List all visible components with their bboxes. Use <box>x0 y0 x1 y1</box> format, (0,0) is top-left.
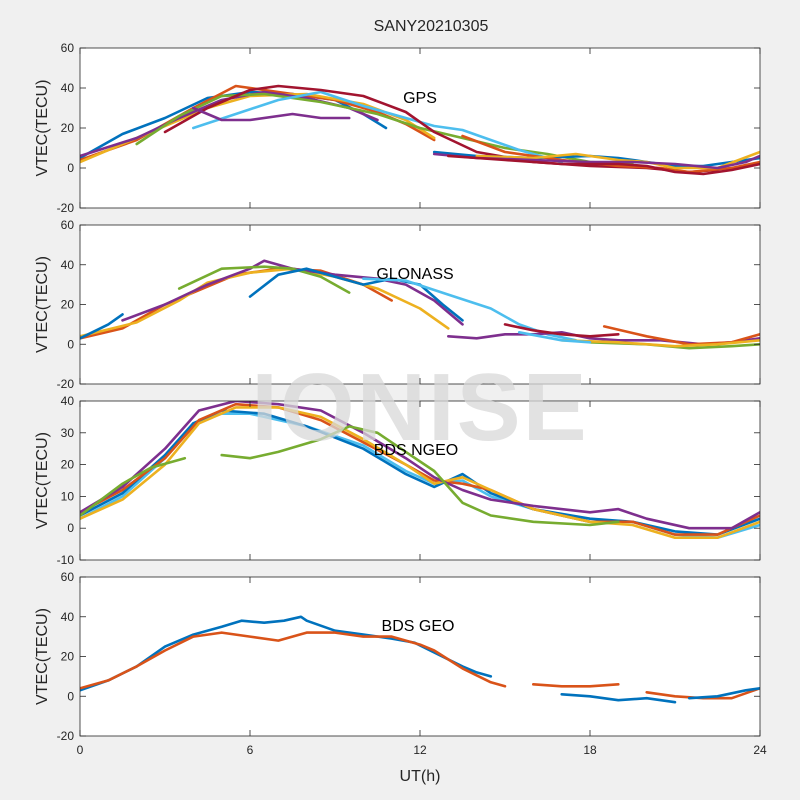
series-line-10 <box>461 134 760 174</box>
y-axis-label: VTEC(TECU) <box>34 608 51 705</box>
y-tick-label: 20 <box>61 458 75 472</box>
series-line-6 <box>192 90 563 164</box>
y-tick-label: 0 <box>67 337 74 351</box>
series-line-6 <box>687 687 760 700</box>
series-line-8 <box>192 106 351 122</box>
series-group <box>80 84 760 176</box>
plot-area <box>80 577 760 736</box>
series-line-1 <box>80 615 493 692</box>
x-tick-label: 0 <box>77 743 84 757</box>
series-group <box>80 615 760 704</box>
y-tick-label: 40 <box>61 258 75 272</box>
panel-annotation: GLONASS <box>376 266 453 283</box>
y-tick-label: -10 <box>57 553 75 567</box>
x-tick-label: 24 <box>753 743 767 757</box>
y-tick-label: -20 <box>57 201 75 215</box>
y-tick-label: 0 <box>67 521 74 535</box>
series-line-3 <box>80 402 760 536</box>
y-tick-label: -20 <box>57 729 75 743</box>
ionise-watermark: IONISE <box>251 354 588 461</box>
y-tick-label: 40 <box>61 610 75 624</box>
y-tick-label: 20 <box>61 298 75 312</box>
panel-annotation: BDS NGEO <box>374 442 458 459</box>
series-line-2 <box>80 631 507 690</box>
series-line-4 <box>560 693 677 704</box>
figure-title: SANY20210305 <box>374 18 489 35</box>
x-tick-label: 12 <box>413 743 427 757</box>
series-line-3 <box>532 683 620 688</box>
x-tick-label: 6 <box>247 743 254 757</box>
series-line-9 <box>503 323 620 338</box>
x-tick-label: 18 <box>583 743 597 757</box>
plot-area <box>80 225 760 384</box>
series-group <box>80 259 760 350</box>
y-axis-label: VTEC(TECU) <box>34 256 51 353</box>
axes-panel-2: -20 0 20 40 60 VTEC(TECU) GLONASS <box>34 218 761 391</box>
series-line-12 <box>560 339 760 348</box>
series-line-2 <box>80 267 450 338</box>
y-axis-label: VTEC(TECU) <box>34 80 51 177</box>
y-tick-label: 30 <box>61 426 75 440</box>
x-axis-label: UT(h) <box>400 768 441 785</box>
series-group <box>80 401 760 539</box>
y-tick-label: 10 <box>61 489 75 503</box>
axes-panel-1: -20 0 20 40 60 VTEC(TECU) GPS <box>34 41 761 215</box>
axes-panel-3: -10 0 10 20 30 40 VTEC(TECU) BDS NGEO <box>34 394 761 567</box>
series-line-4 <box>80 406 760 539</box>
panel-annotation: BDS GEO <box>382 618 455 635</box>
y-tick-label: 40 <box>61 81 75 95</box>
series-line-5 <box>248 267 464 322</box>
y-tick-label: 20 <box>61 121 75 135</box>
y-tick-label: 40 <box>61 394 75 408</box>
series-line-7 <box>220 425 620 527</box>
y-tick-label: 0 <box>67 689 74 703</box>
series-line-6 <box>80 456 187 517</box>
y-tick-label: 20 <box>61 650 75 664</box>
series-line-7 <box>80 313 124 340</box>
y-tick-label: 60 <box>61 218 75 232</box>
series-line-5 <box>80 401 760 530</box>
series-line-13 <box>447 154 760 176</box>
y-tick-label: 0 <box>67 161 74 175</box>
panel-annotation: GPS <box>403 90 437 107</box>
series-line-4 <box>177 265 351 294</box>
y-axis-label: VTEC(TECU) <box>34 432 51 529</box>
y-tick-label: 60 <box>61 41 75 55</box>
y-tick-label: -20 <box>57 377 75 391</box>
series-line-13 <box>517 331 592 344</box>
y-tick-label: 60 <box>61 570 75 584</box>
